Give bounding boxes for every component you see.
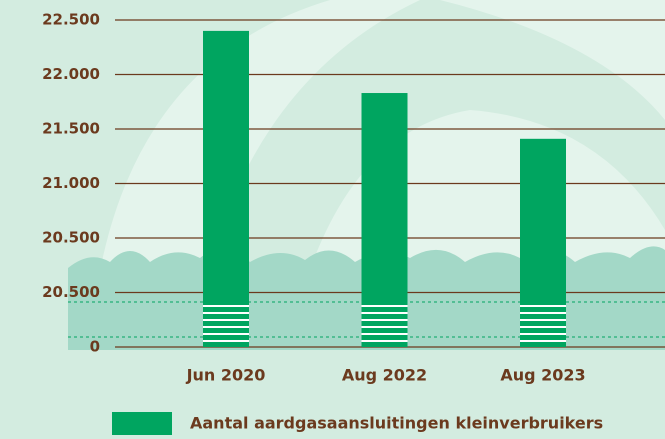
y-tick-label: 20.500 [42,283,100,301]
decoration [440,0,665,120]
y-tick-label: 20.500 [42,229,100,247]
break-stripe [520,319,566,321]
plot: 22.500 22.000 21.500 21.000 20.500 20.500 0 Jun… [42,11,665,435]
decoration [95,0,420,300]
x-tick-label: Jun 2020 [186,366,266,385]
bar [361,93,408,347]
break-stripe [520,312,566,314]
y-tick-label: 21.000 [42,174,100,192]
break-stripe [361,326,408,328]
break-stripe [520,340,566,342]
break-stripe [203,340,249,342]
break-stripe [203,326,249,328]
break-stripe [203,319,249,321]
break-stripe [361,312,408,314]
break-stripe [361,319,408,321]
bar [520,138,566,347]
break-stripe [520,326,566,328]
x-tick-label: Aug 2022 [342,366,427,385]
legend-swatch [112,412,172,435]
break-stripe [520,333,566,335]
y-tick-label: 22.000 [42,65,100,83]
y-tick-label: 21.500 [42,120,100,138]
x-tick-label: Aug 2023 [500,366,585,385]
bar [203,30,249,348]
break-stripe [203,333,249,335]
break-stripe [520,305,566,307]
break-stripe [203,312,249,314]
break-stripe [361,305,408,307]
y-tick-label: 0 [90,338,100,356]
break-stripe [361,340,408,342]
legend-label: Aantal aardgasaansluitingen kleinverbrui… [190,414,603,433]
y-tick-label: 22.500 [42,11,100,29]
break-stripe [361,333,408,335]
break-stripe [203,305,249,307]
